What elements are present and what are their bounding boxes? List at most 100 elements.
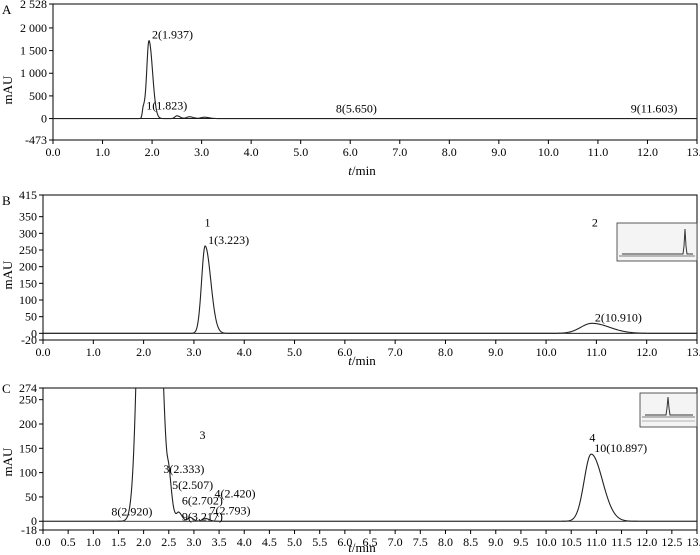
panel-letter-a: A xyxy=(2,2,12,17)
x-tick-label: 1.5 xyxy=(111,535,126,549)
chromatogram-trace xyxy=(43,245,697,334)
peak-label: 10(10.897) xyxy=(594,441,647,455)
peak-label: 7(2.793) xyxy=(210,503,251,517)
x-tick-label: 8.0 xyxy=(438,345,453,359)
y-tick-label: 200 xyxy=(19,260,37,274)
panel-letter-b: B xyxy=(2,193,11,208)
x-tick-label: 2.5 xyxy=(161,535,176,549)
x-axis-label-b-var: t xyxy=(348,353,352,368)
panel-letter-c: C xyxy=(2,381,11,396)
peak-label: 8(2.920) xyxy=(111,504,152,518)
x-tick-label: 4.0 xyxy=(237,345,252,359)
x-tick-label: 0.5 xyxy=(61,535,76,549)
x-tick-label: 12.0 xyxy=(636,535,657,549)
x-axis-label-b-unit: /min xyxy=(352,353,376,368)
chromatogram-trace xyxy=(43,388,697,522)
x-tick-label: 7.0 xyxy=(392,145,407,159)
x-axis-label-a-unit: /min xyxy=(352,163,376,178)
plot-frame xyxy=(42,194,698,341)
x-tick-label: 7.0 xyxy=(388,345,403,359)
x-tick-label: 10.0 xyxy=(536,345,557,359)
peak-label: 5(2.507) xyxy=(172,478,213,492)
x-tick-label: 12.0 xyxy=(637,145,658,159)
peak-label: 9(11.603) xyxy=(631,101,678,115)
y-tick-label: 250 xyxy=(19,393,37,407)
x-tick-label: 1.0 xyxy=(86,535,101,549)
x-axis-label-a: t/min xyxy=(348,163,376,178)
x-tick-label: 11.0 xyxy=(586,535,607,549)
x-tick-label: 2.0 xyxy=(136,535,151,549)
x-axis-label-b: t/min xyxy=(348,353,376,368)
peak-label: 2(1.937) xyxy=(152,28,193,42)
x-tick-label: 5.5 xyxy=(312,535,327,549)
y-tick-label: 0 xyxy=(31,514,37,528)
x-tick-label: 6.0 xyxy=(343,145,358,159)
x-tick-label: 11.5 xyxy=(611,535,632,549)
peak-label: 2 xyxy=(592,215,598,229)
peak-label: 1(1.823) xyxy=(146,98,187,112)
peak-label: 9(3.217) xyxy=(182,510,223,524)
y-tick-label: 2 000 xyxy=(20,21,47,35)
x-tick-label: 10.0 xyxy=(536,535,557,549)
y-tick-label: 2 528 xyxy=(20,0,47,11)
x-tick-label: 10.5 xyxy=(561,535,582,549)
x-axis-label-c-unit: /min xyxy=(352,540,376,555)
y-axis-label-c: mAU xyxy=(0,447,15,477)
x-tick-label: 4.0 xyxy=(244,145,259,159)
y-tick-label: 0 xyxy=(41,112,47,126)
x-tick-label: 9.5 xyxy=(513,535,528,549)
x-tick-label: 13.0 xyxy=(687,145,700,159)
x-tick-label: 2.0 xyxy=(136,345,151,359)
y-tick-label: 500 xyxy=(29,89,47,103)
peak-label: 1 xyxy=(204,215,210,229)
y-tick-label: 150 xyxy=(19,441,37,455)
uv-spectrum-inset-b xyxy=(616,222,698,262)
x-axis-label-c: t/min xyxy=(348,540,376,555)
x-tick-label: 4.0 xyxy=(237,535,252,549)
x-tick-label: 8.0 xyxy=(442,145,457,159)
peak-label: 8(5.650) xyxy=(336,101,377,115)
x-tick-label: 0.0 xyxy=(36,345,51,359)
x-tick-label: 13.0 xyxy=(687,535,700,549)
peak-label: 4(2.420) xyxy=(215,486,256,500)
y-tick-label: 50 xyxy=(25,310,37,324)
y-tick-label: 1 000 xyxy=(20,66,47,80)
y-tick-label: -473 xyxy=(25,133,47,147)
y-tick-label: 1 500 xyxy=(20,44,47,58)
x-tick-label: 9.0 xyxy=(491,145,506,159)
plot-frame xyxy=(52,3,698,141)
x-tick-label: 6.0 xyxy=(337,535,352,549)
x-tick-label: 3.0 xyxy=(186,345,201,359)
x-tick-label: 11.0 xyxy=(588,145,609,159)
y-tick-label: 350 xyxy=(19,210,37,224)
x-tick-label: 12.0 xyxy=(636,345,657,359)
chromatogram-trace xyxy=(53,39,697,120)
x-tick-label: 9.0 xyxy=(488,535,503,549)
x-tick-label: 6.5 xyxy=(363,535,378,549)
x-tick-label: 1.0 xyxy=(95,145,110,159)
peak-label: 4 xyxy=(589,430,595,444)
x-tick-label: 5.0 xyxy=(287,535,302,549)
x-tick-label: 7.0 xyxy=(388,535,403,549)
y-tick-label: 300 xyxy=(19,226,37,240)
peak-label: 3 xyxy=(199,428,205,442)
y-tick-label: 274 xyxy=(19,381,37,395)
y-tick-label: 150 xyxy=(19,276,37,290)
peak-label: 3(2.333) xyxy=(163,462,204,476)
y-axis-label-a: mAU xyxy=(0,75,15,105)
x-tick-label: 8.0 xyxy=(438,535,453,549)
y-tick-label: 0 xyxy=(31,326,37,340)
x-tick-label: 1.0 xyxy=(86,345,101,359)
y-tick-label: 415 xyxy=(19,188,37,202)
x-axis-label-c-var: t xyxy=(348,540,352,555)
x-tick-label: 4.5 xyxy=(262,535,277,549)
peak-label: 2(10.910) xyxy=(595,310,642,324)
x-tick-label: 10.0 xyxy=(538,145,559,159)
x-tick-label: 8.5 xyxy=(463,535,478,549)
x-tick-label: 12.5 xyxy=(661,535,682,549)
peak-label: 6(2.702) xyxy=(182,494,223,508)
x-axis-label-a-var: t xyxy=(348,163,352,178)
